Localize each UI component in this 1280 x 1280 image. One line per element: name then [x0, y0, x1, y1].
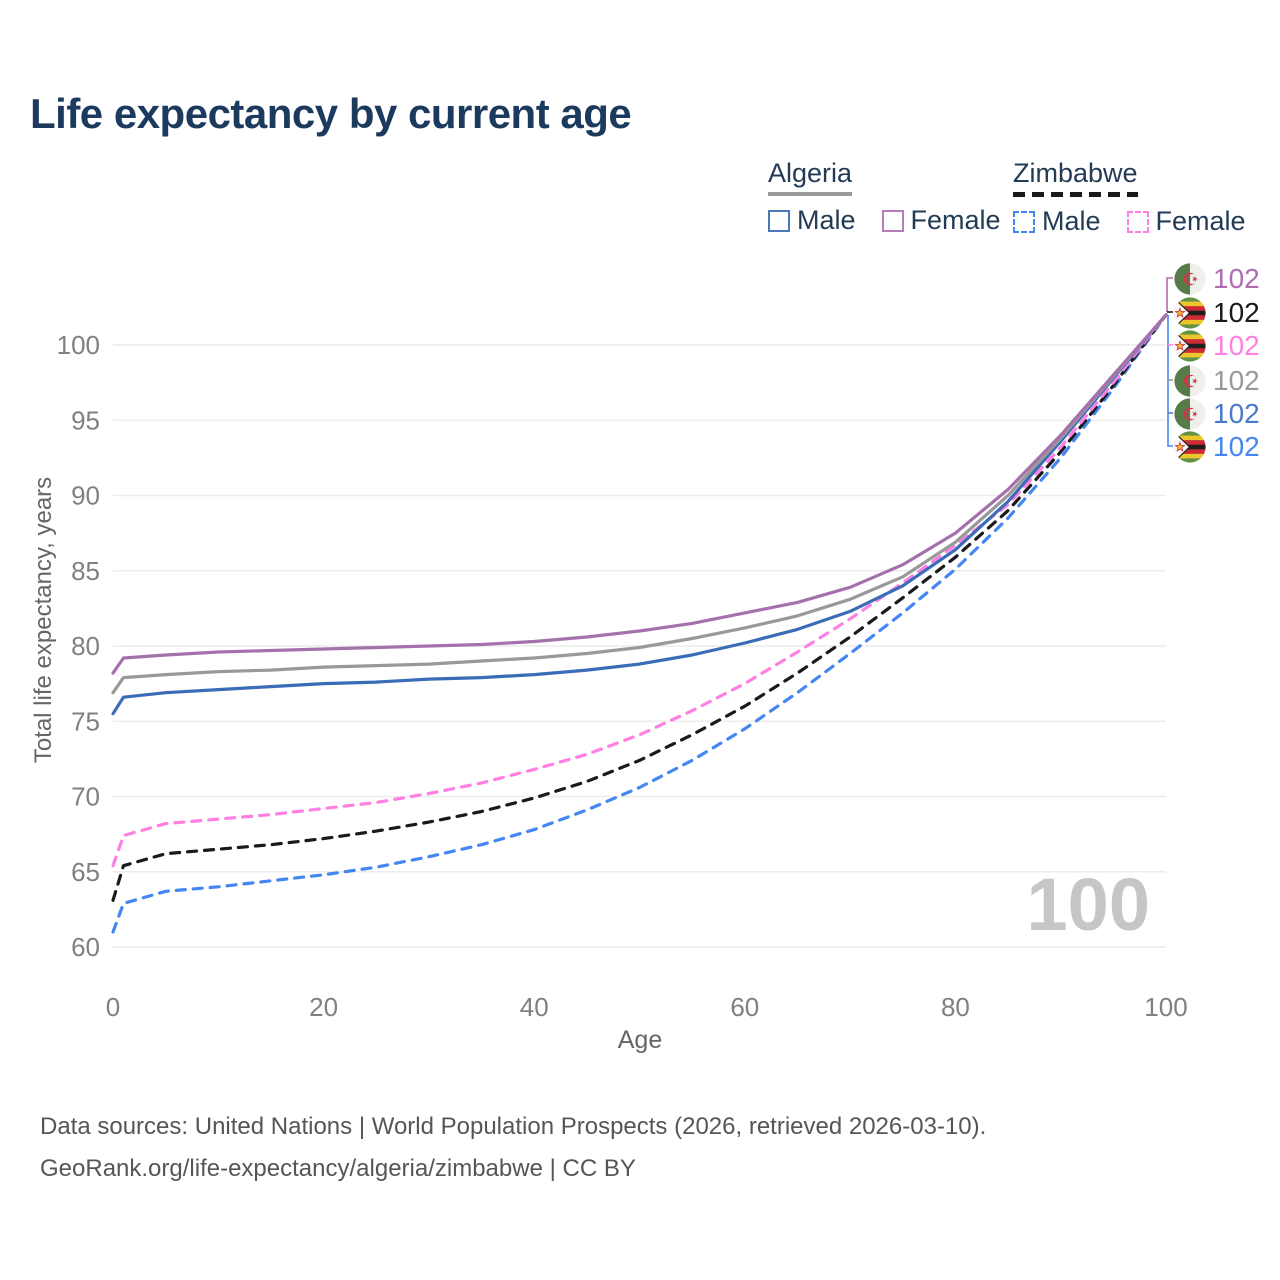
end-label-value: 102	[1213, 431, 1260, 462]
current-age-watermark: 100	[1026, 863, 1150, 946]
y-tick-label: 90	[71, 481, 100, 511]
y-tick-label: 80	[71, 631, 100, 661]
series-line-algeria-male	[111, 313, 1168, 716]
legend-title-text: Algeria	[768, 158, 853, 188]
legend-title-text: Zimbabwe	[1013, 158, 1138, 188]
end-label-row: 102	[1174, 296, 1260, 330]
legend-item-label: Female	[910, 205, 1001, 235]
legend-item-algeria-male[interactable]: Male	[768, 205, 856, 236]
footer-url[interactable]: GeoRank.org/life-expectancy/algeria/zimb…	[40, 1155, 636, 1182]
y-tick-label: 85	[71, 556, 100, 586]
y-tick-label: 70	[71, 782, 100, 812]
x-tick-label: 0	[106, 992, 120, 1022]
zimbabwe-dashed-line-swatch	[1013, 192, 1138, 197]
x-axis-title: Age	[617, 1026, 663, 1054]
zimbabwe-female-swatch-icon	[1126, 210, 1149, 233]
end-label-value: 102	[1213, 297, 1260, 328]
algeria-flag-icon	[1174, 365, 1206, 397]
legend-title-zimbabwe: Zimbabwe	[1013, 158, 1138, 197]
zimbabwe-male-swatch-icon	[1013, 210, 1035, 233]
y-tick-label: 60	[71, 932, 100, 962]
series-line-zimbabwe-male	[111, 313, 1168, 934]
legend-group-zimbabwe: Zimbabwe Male Female	[1013, 158, 1246, 237]
end-label-value: 102	[1213, 365, 1260, 396]
x-tick-label: 100	[1144, 992, 1187, 1022]
page-title: Life expectancy by current age	[30, 90, 632, 137]
algeria-flag-icon	[1174, 263, 1206, 295]
end-label-row: 102	[1174, 364, 1260, 398]
zimbabwe-flag-icon	[1174, 297, 1206, 329]
algeria-male-swatch-icon	[768, 209, 790, 232]
end-label-row: 102	[1174, 329, 1260, 363]
footer-data-sources: Data sources: United Nations | World Pop…	[40, 1113, 987, 1140]
y-tick-label: 75	[71, 706, 100, 736]
legend-title-algeria: Algeria	[768, 158, 853, 196]
x-tick-label: 40	[520, 992, 549, 1022]
leader-line	[1166, 277, 1173, 312]
x-tick-label: 20	[309, 992, 338, 1022]
x-tick-label: 60	[730, 992, 759, 1022]
zimbabwe-flag-icon	[1174, 431, 1206, 463]
y-tick-label: 100	[57, 330, 100, 360]
legend-item-label: Male	[1042, 206, 1101, 236]
y-tick-label: 95	[71, 405, 100, 435]
legend-item-zimbabwe-male[interactable]: Male	[1013, 206, 1101, 237]
leader-line	[1167, 315, 1173, 447]
legend-item-label: Female	[1155, 206, 1246, 236]
series-line-algeria-female	[111, 313, 1168, 675]
legend-group-algeria: Algeria Male Female	[768, 158, 1001, 236]
series-line-zimbabwe-both	[111, 313, 1168, 902]
series-line-zimbabwe-female	[111, 313, 1168, 868]
end-label-value: 102	[1213, 398, 1260, 429]
end-label-value: 102	[1213, 330, 1260, 361]
zimbabwe-flag-icon	[1174, 330, 1206, 362]
footer: Data sources: United Nations | World Pop…	[40, 1106, 986, 1190]
end-label-row: 102	[1174, 397, 1260, 431]
y-axis-title: Total life expectancy, years	[30, 476, 57, 764]
legend-item-label: Male	[797, 205, 856, 235]
end-label-value: 102	[1213, 263, 1260, 294]
algeria-solid-line-swatch	[768, 192, 853, 196]
algeria-female-swatch-icon	[881, 209, 904, 232]
x-tick-label: 80	[941, 992, 970, 1022]
legend-item-algeria-female[interactable]: Female	[881, 205, 1001, 236]
legend-item-zimbabwe-female[interactable]: Female	[1126, 206, 1246, 237]
y-tick-label: 65	[71, 857, 100, 887]
series-line-algeria-both	[111, 313, 1168, 695]
end-label-row: 102	[1174, 430, 1260, 464]
end-label-row: 102	[1174, 262, 1260, 296]
algeria-flag-icon	[1174, 398, 1206, 430]
